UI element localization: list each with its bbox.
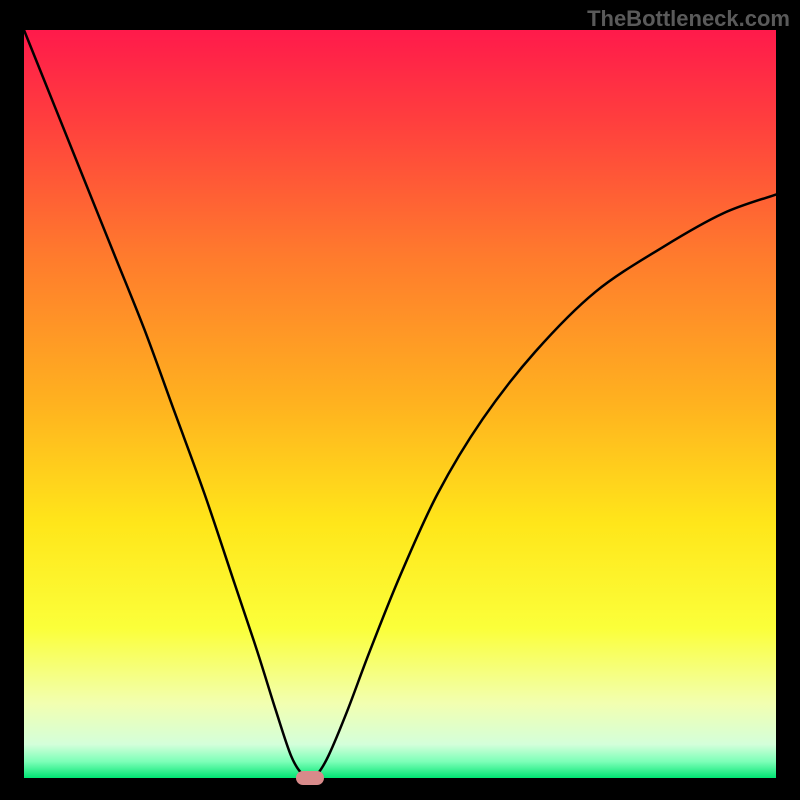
- curve-svg: [24, 30, 776, 778]
- plot-area: [24, 30, 776, 778]
- bottleneck-curve: [24, 30, 776, 778]
- minimum-marker: [296, 771, 324, 785]
- watermark-text: TheBottleneck.com: [587, 6, 790, 32]
- chart-container: TheBottleneck.com: [0, 0, 800, 800]
